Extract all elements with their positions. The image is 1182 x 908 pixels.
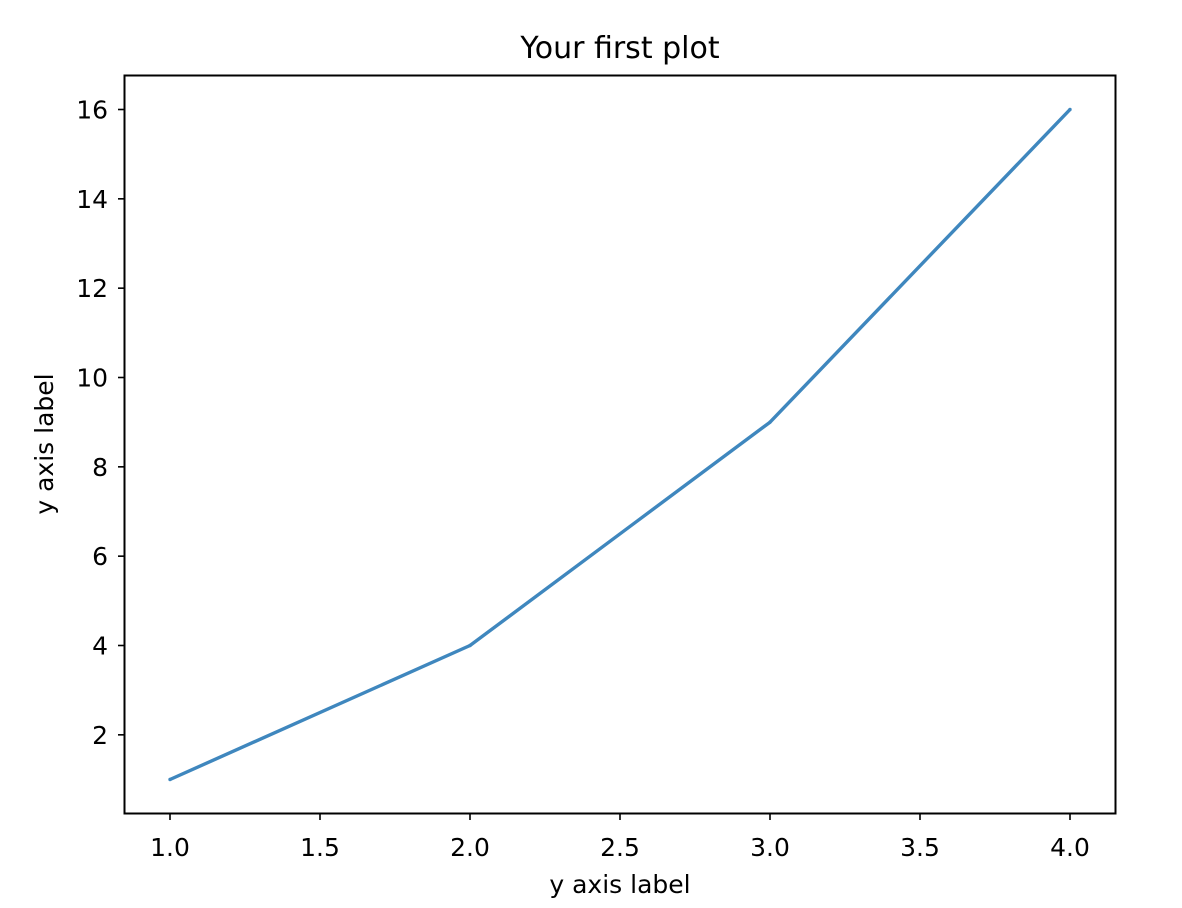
y-tick-label: 4 [92,632,108,661]
data-point [468,643,472,648]
x-tick-label: 3.5 [900,833,940,862]
x-tick-label: 2.5 [600,833,640,862]
y-tick-label: 2 [92,721,108,750]
y-tick-label: 8 [92,453,108,482]
x-tick-label: 3.0 [750,833,790,862]
y-tick-label: 12 [76,274,108,303]
x-tick-label: 4.0 [1050,833,1090,862]
data-point [1068,107,1072,112]
series-line [169,108,1072,782]
x-tick-label: 1.5 [300,833,340,862]
y-tick-label: 16 [76,96,108,125]
y-axis-ticks: 2 4 6 8 10 12 14 16 [76,96,125,750]
x-tick-label: 2.0 [450,833,490,862]
y-tick-label: 6 [92,542,108,571]
chart-title: Your first plot [519,31,719,66]
data-point [768,420,772,424]
data-point [168,777,172,782]
y-tick-label: 10 [76,364,108,393]
y-tick-label: 14 [76,185,108,214]
y-axis-title: y axis label [30,373,59,514]
x-axis-ticks: 1.0 1.5 2.0 2.5 3.0 3.5 4.0 [150,813,1090,862]
series-layer [168,107,1072,782]
x-tick-label: 1.0 [150,833,190,862]
x-axis-title: y axis label [549,870,690,899]
